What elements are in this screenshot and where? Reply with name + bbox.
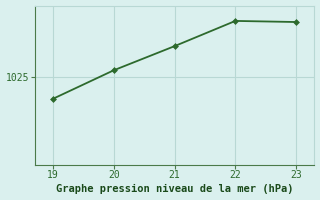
X-axis label: Graphe pression niveau de la mer (hPa): Graphe pression niveau de la mer (hPa) [56,184,293,194]
